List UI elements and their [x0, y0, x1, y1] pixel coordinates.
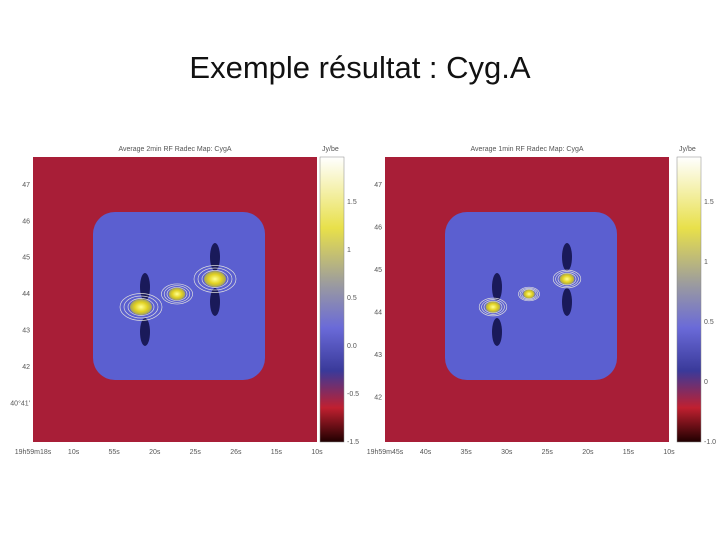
x-tick-label: 30s	[501, 449, 513, 456]
x-tick-label: 20s	[149, 449, 161, 456]
x-tick-label: 10s	[311, 449, 323, 456]
colorbar-tick-label: -1.5	[347, 439, 359, 446]
x-tick-label: 15s	[623, 449, 635, 456]
y-tick-label: 46	[374, 224, 382, 231]
y-tick-label: 46	[22, 218, 30, 225]
y-tick-label: 43	[374, 352, 382, 359]
contour	[478, 297, 508, 317]
contour	[552, 269, 582, 289]
y-tick-label: 44	[374, 309, 382, 316]
source	[130, 299, 152, 315]
y-tick-label: 47	[374, 182, 382, 189]
contour	[519, 287, 539, 301]
x-tick-label: 10s	[68, 449, 80, 456]
source	[168, 287, 186, 301]
colorbar-label: Jy/be	[322, 146, 339, 153]
negative-lobe	[140, 318, 150, 346]
contour	[201, 270, 229, 288]
contour	[166, 287, 188, 301]
contour	[481, 299, 505, 315]
y-tick-label: 44	[22, 291, 30, 298]
y-tick-label: 42	[374, 394, 382, 401]
colorbar	[319, 156, 345, 443]
contour	[483, 300, 503, 314]
negative-lobe	[562, 288, 572, 316]
source	[559, 273, 575, 285]
contour	[193, 265, 237, 293]
y-tick-label: 45	[22, 255, 30, 262]
source	[523, 289, 535, 299]
x-tick-label: 55s	[108, 449, 120, 456]
negative-lobe	[210, 288, 220, 316]
colorbar-tick-label: 0.0	[347, 343, 357, 350]
contour	[161, 283, 193, 305]
x-tick-label: 35s	[460, 449, 472, 456]
negative-lobe	[210, 243, 220, 271]
source	[204, 271, 226, 287]
contour	[518, 286, 540, 302]
colorbar-tick-label: 0	[704, 379, 708, 386]
colorbar-tick-label: 1	[704, 259, 708, 266]
colorbar-tick-label: -0.5	[347, 391, 359, 398]
x-tick-label: 25s	[542, 449, 554, 456]
contour	[123, 295, 159, 319]
colorbar-tick-label: 1	[347, 247, 351, 254]
colorbar-tick-label: 0.5	[704, 319, 714, 326]
y-tick-label: 43	[22, 328, 30, 335]
x-tick-label: 19h59m45s	[367, 449, 404, 456]
contour	[119, 293, 163, 321]
contour	[197, 267, 233, 291]
negative-lobe	[492, 318, 502, 346]
x-tick-label: 10s	[663, 449, 675, 456]
colorbar-label: Jy/be	[679, 146, 696, 153]
colorbar-tick-label: 1.5	[704, 199, 714, 206]
x-tick-label: 25s	[190, 449, 202, 456]
contour	[127, 298, 155, 316]
map-panel: Average 2min RF Radec Map: CygA Jy/be 1.5 1…	[10, 146, 359, 456]
y-tick-label: 40°41'	[10, 399, 30, 407]
y-tick-label: 42	[22, 364, 30, 371]
colorbar	[676, 156, 702, 443]
colorbar-tick-label: -1.0	[704, 439, 716, 446]
contour	[163, 285, 191, 303]
x-tick-label: 19h59m18s	[15, 449, 52, 456]
map-title: Average 1min RF Radec Map: CygA	[470, 146, 583, 153]
slide-title: Exemple résultat : Cyg.A	[189, 50, 530, 85]
contour	[555, 271, 579, 287]
negative-lobe	[562, 243, 572, 271]
negative-lobe	[492, 273, 502, 301]
x-tick-label: 15s	[271, 449, 283, 456]
contour	[521, 288, 537, 300]
map-title: Average 2min RF Radec Map: CygA	[118, 146, 231, 153]
x-tick-label: 26s	[230, 449, 242, 456]
map-panel: Average 1min RF Radec Map: CygA Jy/be 1.5 1…	[367, 146, 716, 456]
colorbar-tick-label: 0.5	[347, 295, 357, 302]
source	[485, 301, 501, 313]
x-tick-label: 40s	[420, 449, 432, 456]
colorbar-tick-label: 1.5	[347, 199, 357, 206]
contour	[557, 272, 577, 286]
x-tick-label: 20s	[582, 449, 594, 456]
y-tick-label: 47	[22, 182, 30, 189]
y-tick-label: 45	[374, 267, 382, 274]
